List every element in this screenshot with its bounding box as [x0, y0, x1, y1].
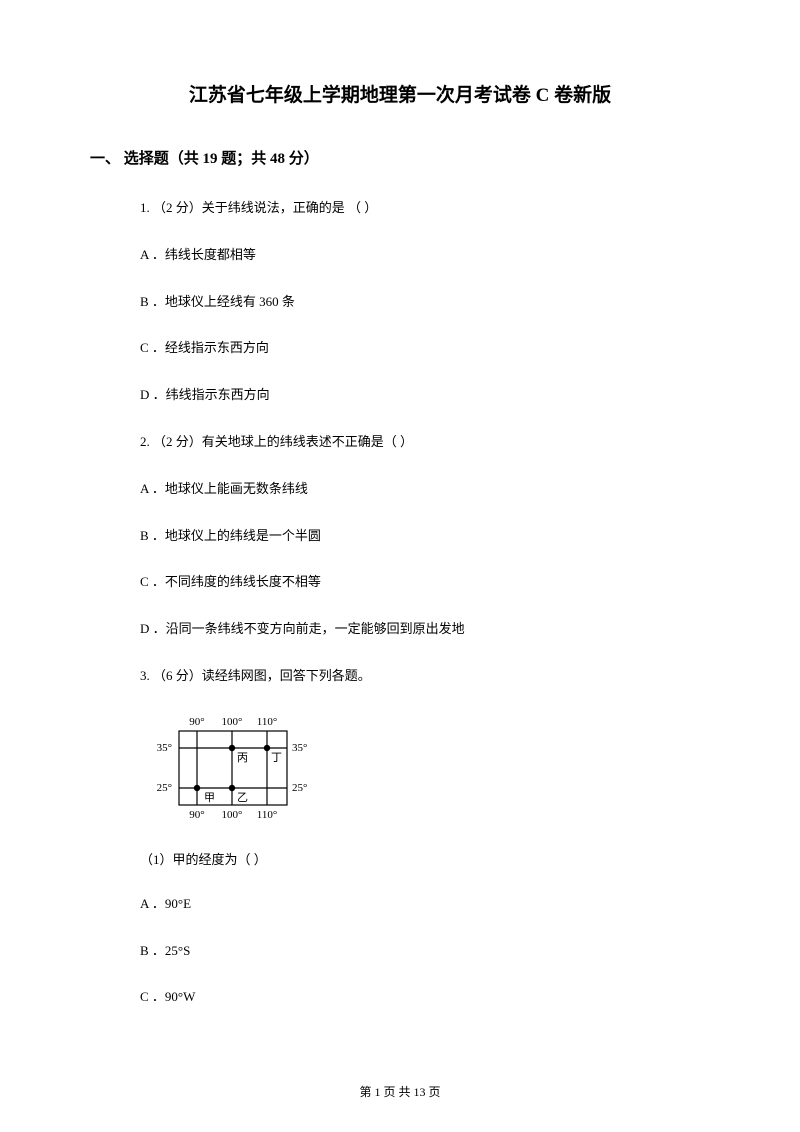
q1-option-c: C ．经线指示东西方向: [140, 338, 710, 359]
diagram-xlabel-b0: 90°: [189, 809, 204, 821]
q1-option-a: A ．纬线长度都相等: [140, 245, 710, 266]
diagram-xlabel-0: 90°: [189, 716, 204, 728]
diagram-xlabel-2: 110°: [257, 716, 278, 728]
diagram-label-bing: 丙: [237, 752, 248, 764]
diagram-label-yi: 乙: [237, 791, 248, 804]
diagram-xlabel-b2: 110°: [257, 809, 278, 821]
diagram-xlabel-b1: 100°: [222, 809, 243, 821]
diagram-dot-ding: [264, 745, 270, 751]
q1-stem: 1. （2 分）关于纬线说法，正确的是 （ ）: [140, 198, 710, 219]
q3-stem: 3. （6 分）读经纬网图，回答下列各题。: [140, 666, 710, 687]
questions-container: 1. （2 分）关于纬线说法，正确的是 （ ） A ．纬线长度都相等 B ．地球…: [90, 198, 710, 1008]
q2-option-c: C ．不同纬度的纬线长度不相等: [140, 572, 710, 593]
document-title: 江苏省七年级上学期地理第一次月考试卷 C 卷新版: [90, 80, 710, 107]
q2-option-a: A ．地球仪上能画无数条纬线: [140, 479, 710, 500]
diagram-dot-yi: [229, 785, 235, 791]
diagram-xlabel-1: 100°: [222, 716, 243, 728]
diagram-dot-bing: [229, 745, 235, 751]
diagram-label-jia: 甲: [204, 792, 215, 804]
q2-option-b: B ．地球仪上的纬线是一个半圆: [140, 526, 710, 547]
diagram-ylabel-0: 35°: [157, 742, 172, 754]
section-header: 一、 选择题（共 19 题；共 48 分）: [90, 147, 710, 168]
q1-option-d: D ．纬线指示东西方向: [140, 385, 710, 406]
diagram-label-ding: 丁: [271, 752, 282, 764]
q3-option-c: C ．90°W: [140, 987, 710, 1008]
diagram-dot-jia: [194, 785, 200, 791]
diagram-ylabel-r1: 25°: [292, 782, 307, 794]
q2-stem: 2. （2 分）有关地球上的纬线表述不正确是（ ）: [140, 432, 710, 453]
q2-option-d: D ．沿同一条纬线不变方向前走，一定能够回到原出发地: [140, 619, 710, 640]
page-footer: 第 1 页 共 13 页: [0, 1083, 800, 1100]
diagram-ylabel-1: 25°: [157, 782, 172, 794]
q3-option-b: B ．25°S: [140, 941, 710, 962]
q1-option-b: B ．地球仪上经线有 360 条: [140, 292, 710, 313]
q3-option-a: A ．90°E: [140, 894, 710, 915]
q3-sub1: （1）甲的经度为（ ）: [140, 849, 710, 868]
diagram-frame: [179, 731, 287, 805]
q3-diagram: 90° 100° 110° 90° 100° 110° 35° 25° 35° …: [140, 713, 710, 823]
diagram-ylabel-r0: 35°: [292, 742, 307, 754]
